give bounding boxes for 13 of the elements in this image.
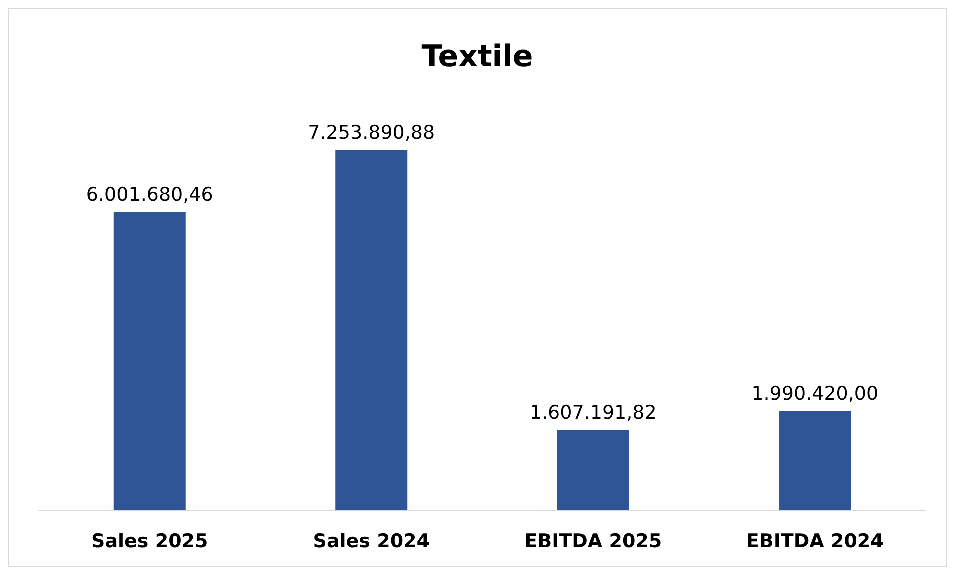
data-label: 7.253.890,88 [308, 122, 436, 144]
bar [779, 411, 852, 510]
data-label: 6.001.680,46 [86, 184, 214, 206]
bar [114, 212, 186, 510]
data-label: 1.990.420,00 [752, 382, 879, 405]
x-tick-label: Sales 2024 [313, 530, 430, 552]
x-tick-label: EBITDA 2024 [746, 530, 884, 552]
x-tick-label: EBITDA 2025 [524, 530, 662, 552]
x-tick-label: Sales 2025 [92, 530, 208, 552]
bar [557, 430, 630, 510]
bar [336, 150, 408, 510]
data-label: 1.607.191,82 [530, 402, 657, 424]
chart-title: Textile [422, 40, 534, 74]
